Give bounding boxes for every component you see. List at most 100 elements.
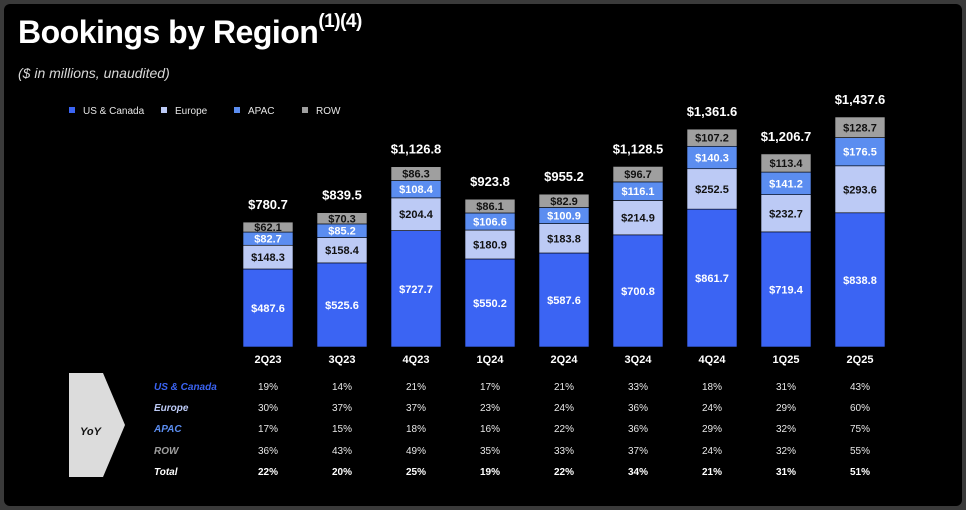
yoy-cell: 17% bbox=[479, 382, 500, 393]
legend-swatch bbox=[234, 107, 240, 113]
bar-segment-us-canada bbox=[538, 252, 590, 348]
yoy-cell: 22% bbox=[257, 467, 278, 478]
data-label-row: $86.3 bbox=[402, 169, 430, 181]
bar-segment-row bbox=[242, 221, 294, 233]
yoy-cell: 18% bbox=[701, 382, 722, 393]
yoy-cell: 31% bbox=[775, 382, 796, 393]
bar-segment-us-canada bbox=[760, 231, 812, 348]
bar-segment-us-canada bbox=[612, 234, 664, 348]
yoy-cell: 36% bbox=[627, 424, 648, 435]
data-label-us-canada: $861.7 bbox=[695, 273, 729, 285]
bar-segment-us-canada bbox=[686, 208, 738, 348]
bar-segment-row bbox=[686, 128, 738, 147]
category-tick-label: 2Q23 bbox=[255, 354, 282, 366]
total-label: $839.5 bbox=[322, 188, 362, 203]
data-label-us-canada: $550.2 bbox=[473, 298, 507, 310]
yoy-cell: 15% bbox=[331, 424, 352, 435]
data-label-apac: $116.1 bbox=[621, 186, 654, 198]
yoy-row-label-apac: APAC bbox=[154, 424, 182, 435]
yoy-cell: 16% bbox=[479, 424, 500, 435]
yoy-cell: 24% bbox=[701, 446, 722, 457]
total-label: $955.2 bbox=[544, 169, 584, 184]
data-label-row: $113.4 bbox=[769, 158, 803, 170]
yoy-cell: 21% bbox=[553, 382, 574, 393]
bar-segment-row bbox=[464, 198, 516, 214]
category-tick-label: 4Q24 bbox=[699, 354, 727, 366]
yoy-cell: 37% bbox=[627, 446, 648, 457]
yoy-cell: 55% bbox=[849, 446, 870, 457]
bar-segment-europe bbox=[834, 165, 886, 214]
title-footnote: (1)(4) bbox=[318, 11, 362, 33]
bar-segment-row bbox=[538, 193, 590, 208]
yoy-cell: 24% bbox=[553, 403, 574, 414]
total-label: $1,361.6 bbox=[687, 104, 738, 119]
yoy-cell: 14% bbox=[331, 382, 352, 393]
yoy-cell: 30% bbox=[257, 403, 278, 414]
page-subtitle: ($ in millions, unaudited) bbox=[18, 65, 170, 81]
bookings-chart: $487.6 $148.3 $82.7$62.1 $780.7 2Q23 $525.6 $1… bbox=[242, 92, 886, 366]
data-label-row: $62.1 bbox=[254, 222, 282, 234]
data-label-europe: $158.4 bbox=[325, 245, 360, 257]
data-label-europe: $252.5 bbox=[695, 184, 729, 196]
data-label-apac: $108.4 bbox=[399, 184, 434, 196]
bar-segment-row bbox=[612, 166, 664, 183]
data-label-europe: $232.7 bbox=[769, 208, 803, 220]
yoy-row-label-row: ROW bbox=[154, 446, 179, 457]
legend-item-us-canada: US & Canada bbox=[69, 105, 144, 119]
yoy-arrow-shape bbox=[69, 373, 125, 477]
bar-segment-europe bbox=[464, 229, 516, 260]
legend-item-row: ROW bbox=[302, 105, 340, 119]
slide: Bookings by Region(1)(4) ($ in millions,… bbox=[4, 4, 962, 506]
data-label-row: $96.7 bbox=[624, 169, 652, 181]
data-label-row: $86.1 bbox=[476, 201, 504, 213]
data-label-apac: $85.2 bbox=[328, 226, 356, 238]
yoy-cell: 23% bbox=[479, 403, 500, 414]
data-label-apac: $100.9 bbox=[547, 211, 581, 223]
category-tick-label: 1Q24 bbox=[477, 354, 505, 366]
bar-segment-apac bbox=[834, 137, 886, 167]
data-label-europe: $214.9 bbox=[621, 213, 655, 225]
yoy-cell: 34% bbox=[627, 467, 648, 478]
data-label-apac: $140.3 bbox=[695, 153, 729, 165]
yoy-cell: 51% bbox=[849, 467, 870, 478]
total-label: $1,437.6 bbox=[835, 92, 886, 107]
data-label-us-canada: $700.8 bbox=[621, 286, 655, 298]
bar-segment-row bbox=[760, 153, 812, 173]
yoy-cell: 35% bbox=[479, 446, 500, 457]
category-tick-label: 4Q23 bbox=[403, 354, 430, 366]
data-label-us-canada: $587.6 bbox=[547, 295, 581, 307]
yoy-cell: 37% bbox=[405, 403, 426, 414]
title-text: Bookings by Region bbox=[18, 14, 319, 50]
yoy-cell: 60% bbox=[849, 403, 870, 414]
yoy-cell: 43% bbox=[331, 446, 352, 457]
bar-segment-row bbox=[390, 166, 442, 181]
legend-swatch bbox=[161, 107, 167, 113]
data-label-apac: $82.7 bbox=[254, 234, 282, 246]
data-label-apac: $141.2 bbox=[769, 178, 803, 190]
yoy-cell: 49% bbox=[405, 446, 426, 457]
category-tick-label: 2Q25 bbox=[847, 354, 874, 366]
yoy-cell: 31% bbox=[775, 467, 796, 478]
bar-segment-us-canada bbox=[834, 212, 886, 348]
legend-label: Europe bbox=[175, 106, 208, 117]
data-label-row: $82.9 bbox=[550, 196, 578, 208]
total-label: $1,128.5 bbox=[613, 141, 664, 156]
bar-segment-row bbox=[316, 212, 368, 225]
data-label-row: $70.3 bbox=[328, 213, 356, 225]
legend-label: APAC bbox=[248, 106, 275, 117]
yoy-cell: 29% bbox=[701, 424, 722, 435]
bar-segment-europe bbox=[390, 197, 442, 231]
legend-swatch bbox=[69, 107, 75, 113]
data-label-europe: $180.9 bbox=[473, 239, 507, 251]
data-label-us-canada: $525.6 bbox=[325, 300, 359, 312]
yoy-cell: 32% bbox=[775, 446, 796, 457]
bar-segment-europe bbox=[760, 194, 812, 233]
legend-swatch bbox=[302, 107, 308, 113]
data-label-europe: $148.3 bbox=[251, 252, 285, 264]
yoy-cell: 33% bbox=[553, 446, 574, 457]
bar-segment-europe bbox=[686, 168, 738, 210]
data-label-row: $128.7 bbox=[843, 122, 877, 134]
yoy-cell: 29% bbox=[775, 403, 796, 414]
legend-item-europe: Europe bbox=[161, 105, 207, 119]
data-label-europe: $183.8 bbox=[547, 233, 581, 245]
